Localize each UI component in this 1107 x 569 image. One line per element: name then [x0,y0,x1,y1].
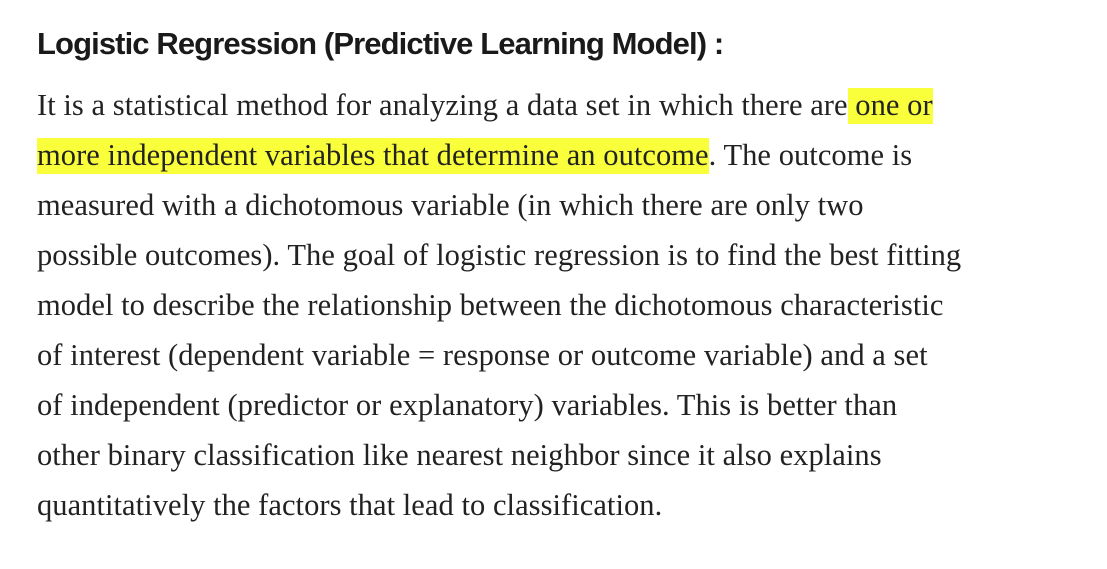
highlighted-text: more independent variables that determin… [37,138,709,174]
paragraph-line: measured with a dichotomous variable (in… [37,188,864,222]
paragraph-line: It is a statistical method for analyzing… [37,80,1087,130]
line-text: It is a statistical method for analyzing… [37,88,848,122]
section-heading: Logistic Regression (Predictive Learning… [37,26,724,61]
line-text: . The outcome is [708,138,913,172]
body-paragraph: It is a statistical method for analyzing… [37,80,1087,530]
paragraph-line: other binary classification like nearest… [37,438,882,472]
paragraph-line: quantitatively the factors that lead to … [37,488,663,522]
highlighted-text: one or [847,88,933,124]
article: Logistic Regression (Predictive Learning… [37,22,1087,530]
paragraph-line: possible outcomes). The goal of logistic… [37,238,962,272]
paragraph-line: of independent (predictor or explanatory… [37,388,898,422]
paragraph-line: more independent variables that determin… [37,130,1087,180]
paragraph-line: model to describe the relationship betwe… [37,288,944,322]
paragraph-line: of interest (dependent variable = respon… [37,338,928,372]
